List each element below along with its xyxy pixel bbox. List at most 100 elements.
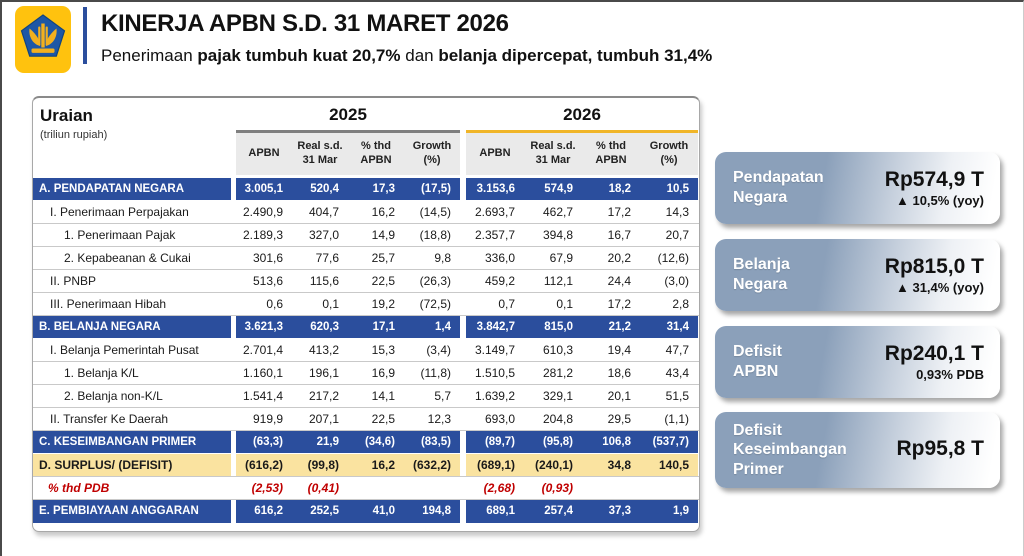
cell: 1.541,4 <box>242 389 283 403</box>
cell: 67,9 <box>549 251 573 265</box>
year-header-2026: 2026 <box>563 105 601 124</box>
col-header-2025-apbn: APBN <box>236 130 292 175</box>
cell: (11,8) <box>420 366 451 380</box>
cell: 3.149,7 <box>474 343 515 357</box>
cell: (689,1) <box>466 454 524 476</box>
cell: 5,7 <box>434 389 451 403</box>
table-row-belanja-negara: B. BELANJA NEGARA 3.621,3 620,3 17,1 1,4… <box>33 316 699 339</box>
cell: 10,5 <box>640 178 698 200</box>
cell: 196,1 <box>308 366 339 380</box>
cell: 336,0 <box>484 251 515 265</box>
cell <box>348 477 404 499</box>
row-label: 1. Belanja K/L <box>64 366 139 380</box>
cell: 29,5 <box>607 412 631 426</box>
cell: 413,2 <box>308 343 339 357</box>
col-header-2026-growth: Growth (%) <box>640 130 698 175</box>
cell: 2.490,9 <box>242 205 283 219</box>
cell: 3.005,1 <box>236 178 292 200</box>
cell: 0,7 <box>498 297 515 311</box>
cell: 194,8 <box>404 500 460 523</box>
cell: 24,4 <box>607 274 631 288</box>
cell: 43,4 <box>665 366 689 380</box>
cell: 207,1 <box>308 412 339 426</box>
page-title: KINERJA APBN S.D. 31 MARET 2026 <box>101 10 509 37</box>
table-row-penerimaan-perpajakan: I. Penerimaan Perpajakan 2.490,9 404,7 1… <box>33 201 699 224</box>
cell <box>640 477 698 499</box>
cell: 404,7 <box>308 205 339 219</box>
cell: 1.160,1 <box>242 366 283 380</box>
table-header: Uraian (triliun rupiah) 2025 2026 APBN R… <box>33 100 699 175</box>
subtitle-mid: dan <box>400 46 439 65</box>
cell: 37,3 <box>582 500 640 523</box>
cell: (14,5) <box>419 205 451 219</box>
cell: 394,8 <box>542 228 573 242</box>
card-pdb-ratio: 0,93% PDB <box>916 367 984 383</box>
cell: 281,2 <box>542 366 573 380</box>
cell: 12,3 <box>427 412 451 426</box>
cell: 689,1 <box>466 500 524 523</box>
cell: 16,2 <box>371 205 395 219</box>
cell: 14,1 <box>371 389 395 403</box>
cell: (1,1) <box>664 412 689 426</box>
table-row-belanja-pemerintah-pusat: I. Belanja Pemerintah Pusat 2.701,4 413,… <box>33 339 699 362</box>
cell: (632,2) <box>404 454 460 476</box>
cell: 919,9 <box>252 412 283 426</box>
cell: (83,5) <box>404 431 460 453</box>
cell: (3,0) <box>664 274 689 288</box>
col-header-2025-pct: % thd APBN <box>348 130 404 175</box>
kemenkeu-logo-icon <box>15 6 71 73</box>
cell: 3.153,6 <box>466 178 524 200</box>
cell: (95,8) <box>524 431 582 453</box>
summary-card-defisit-apbn: Defisit APBN Rp240,1 T 0,93% PDB <box>715 326 1000 398</box>
cell: 1,9 <box>640 500 698 523</box>
card-value: Rp240,1 T <box>884 341 984 365</box>
table-row-penerimaan-pajak: 1. Penerimaan Pajak 2.189,3 327,0 14,9 (… <box>33 224 699 247</box>
row-label: E. PEMBIAYAAN ANGGARAN <box>33 500 231 523</box>
table-row-belanja-kl: 1. Belanja K/L 1.160,1 196,1 16,9 (11,8)… <box>33 362 699 385</box>
cell: 3.621,3 <box>236 316 292 338</box>
year-header-2025: 2025 <box>329 105 367 124</box>
cell: 0,1 <box>322 297 339 311</box>
card-value: Rp815,0 T <box>884 254 984 278</box>
cell: 0,6 <box>266 297 283 311</box>
table-row-penerimaan-hibah: III. Penerimaan Hibah 0,6 0,1 19,2 (72,5… <box>33 293 699 316</box>
cell: 3.842,7 <box>466 316 524 338</box>
cell: (537,7) <box>640 431 698 453</box>
cell: (12,6) <box>657 251 689 265</box>
cell: 112,1 <box>543 274 573 288</box>
cell: 257,4 <box>524 500 582 523</box>
cell: (17,5) <box>404 178 460 200</box>
col-header-2025-growth: Growth (%) <box>404 130 460 175</box>
table-row-pct-thd-pdb: % thd PDB (2,53) (0,41) (2,68) (0,93) <box>33 477 699 500</box>
cell: 301,6 <box>252 251 283 265</box>
row-label: B. BELANJA NEGARA <box>33 316 231 338</box>
row-label: C. KESEIMBANGAN PRIMER <box>33 431 231 453</box>
cell: (72,5) <box>419 297 451 311</box>
cell: 14,3 <box>665 205 689 219</box>
cell: 616,2 <box>236 500 292 523</box>
subtitle-prefix: Penerimaan <box>101 46 198 65</box>
cell: (240,1) <box>524 454 582 476</box>
table-row-keseimbangan-primer: C. KESEIMBANGAN PRIMER (63,3) 21,9 (34,6… <box>33 431 699 454</box>
row-label: A. PENDAPATAN NEGARA <box>33 178 231 200</box>
row-label: D. SURPLUS/ (DEFISIT) <box>33 454 231 476</box>
cell: 77,6 <box>315 251 339 265</box>
row-label: 1. Penerimaan Pajak <box>64 228 176 242</box>
cell: 17,2 <box>607 205 631 219</box>
cell: 19,4 <box>607 343 631 357</box>
cell: (26,3) <box>419 274 451 288</box>
cell: 17,3 <box>348 178 404 200</box>
cell: 14,9 <box>371 228 395 242</box>
cell: 2.693,7 <box>474 205 515 219</box>
cell: 815,0 <box>524 316 582 338</box>
cell: 25,7 <box>371 251 395 265</box>
cell: (89,7) <box>466 431 524 453</box>
cell: 1.639,2 <box>474 389 515 403</box>
kemenkeu-logo <box>15 6 71 73</box>
col-header-2026-pct: % thd APBN <box>582 130 640 175</box>
cell: (34,6) <box>348 431 404 453</box>
table-row-transfer-ke-daerah: II. Transfer Ke Daerah 919,9 207,1 22,5 … <box>33 408 699 431</box>
cell: 17,2 <box>607 297 631 311</box>
budget-table: Uraian (triliun rupiah) 2025 2026 APBN R… <box>32 96 700 532</box>
